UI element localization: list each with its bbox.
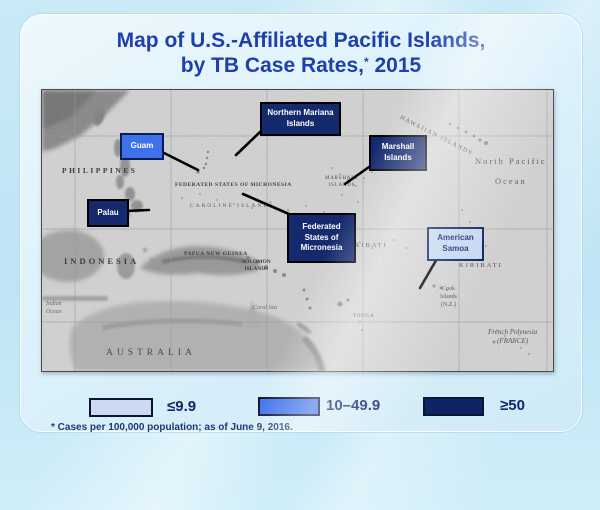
geo-label-kiribati-west: KIRIBATI xyxy=(344,242,388,249)
callout-federated-states-of-micronesia: Federated States of Micronesia xyxy=(287,213,356,263)
callout-marshall-islands: Marshall Islands xyxy=(369,135,427,171)
leader-line-guam xyxy=(158,149,200,172)
leader-line-northern-mariana-islands xyxy=(234,130,262,157)
leader-line-federated-states-of-micronesia xyxy=(241,192,291,216)
geo-label-tonga: TONGA xyxy=(353,314,375,319)
legend-swatch-low xyxy=(89,398,153,417)
leader-line-marshall-islands xyxy=(343,165,371,186)
geo-label-philippines: PHILIPPINES xyxy=(62,166,138,175)
legend-swatch-high xyxy=(423,397,484,416)
geo-label-australia: AUSTRALIA xyxy=(106,348,196,358)
title-line-1: Map of U.S.-Affiliated Pacific Islands, xyxy=(116,29,486,52)
title-line-2: by TB Case Rates,* 2015 xyxy=(180,54,422,78)
geo-label-coral-sea: Coral Sea xyxy=(253,305,278,311)
geo-label-kiribati-east: KIRIBATI xyxy=(459,262,503,269)
geo-label-ocean: Ocean xyxy=(495,176,527,186)
geo-label-indian-ocean: Indian Ocean xyxy=(46,301,62,316)
geo-label-indonesia: INDONESIA xyxy=(64,256,140,266)
callout-leader-lines xyxy=(123,130,440,290)
map-terrain-artwork xyxy=(42,90,553,371)
leader-line-american-samoa xyxy=(418,255,440,290)
footnote: * Cases per 100,000 population; as of Ju… xyxy=(51,422,293,433)
geo-label-papua-new-guinea: PAPUA NEW GUINEA xyxy=(184,251,248,257)
geo-label-solomon-islands: SOLOMON ISLANDS xyxy=(242,259,271,273)
callout-northern-mariana-islands: Northern Mariana Islands xyxy=(260,102,341,136)
legend-swatch-medium xyxy=(258,397,320,416)
callout-guam: Guam xyxy=(120,133,164,160)
geo-label-french-polynesia: French Polynesia (FRANCE) xyxy=(488,328,538,346)
geo-label-north-pacific: North Pacific xyxy=(475,156,547,166)
geo-label-marshall-islands: MARSHALL ISLANDS xyxy=(325,176,359,188)
legend-label-high: ≥50 xyxy=(500,397,525,414)
legend-label-low: ≤9.9 xyxy=(167,398,197,415)
leader-line-palau xyxy=(123,208,151,213)
slide-title: Map of U.S.-Affiliated Pacific Islands, … xyxy=(21,28,581,78)
geo-label-caroline-islands: CAROLINE ISLANDS xyxy=(190,203,275,209)
geo-label-cook-islands: Cook Islands (N.Z.) xyxy=(440,286,457,309)
title-asterisk: * xyxy=(364,55,369,70)
slide-card: Map of U.S.-Affiliated Pacific Islands, … xyxy=(20,14,582,433)
geo-label-fsm: FEDERATED STATES OF MICRONESIA xyxy=(175,182,292,188)
pacific-map: PHILIPPINES FEDERATED STATES OF MICRONES… xyxy=(41,89,554,372)
callout-american-samoa: American Samoa xyxy=(427,227,484,261)
legend-label-medium: 10–49.9 xyxy=(326,397,381,414)
callout-palau: Palau xyxy=(87,199,129,227)
